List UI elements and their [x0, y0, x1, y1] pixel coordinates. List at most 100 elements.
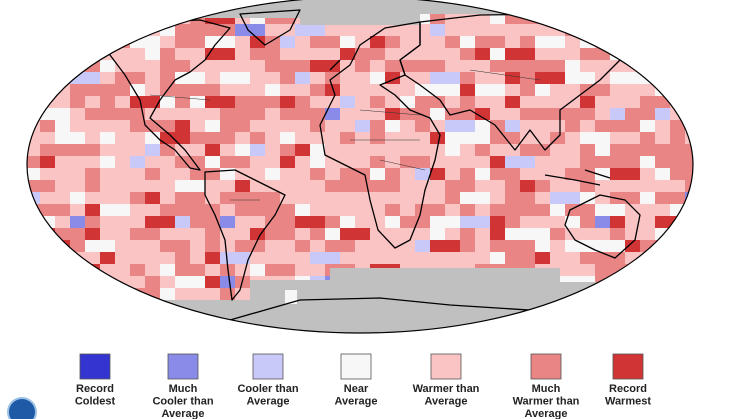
- islands: [329, 59, 671, 266]
- map-cell: [340, 132, 355, 144]
- map-cell: [385, 120, 400, 132]
- map-cell: [55, 252, 70, 264]
- map-cell: [580, 192, 595, 204]
- map-cell: [70, 48, 100, 60]
- legend-label: Warmest: [605, 396, 651, 408]
- map-cell: [475, 108, 490, 120]
- map-cell: [85, 180, 100, 192]
- map-cell: [640, 240, 670, 252]
- map-cell: [340, 96, 355, 108]
- map-cell: [235, 204, 250, 216]
- map-cell: [27, 36, 55, 48]
- map-cell: [27, 84, 40, 96]
- map-cell: [160, 264, 175, 276]
- map-cell: [190, 36, 205, 48]
- map-cell: [130, 84, 145, 96]
- map-cell: [325, 108, 340, 120]
- map-cell: [490, 228, 505, 240]
- legend-swatch: [530, 353, 562, 380]
- map-cell: [70, 228, 85, 240]
- map-cell: [475, 36, 505, 48]
- australia: [564, 194, 641, 259]
- map-cell: [27, 264, 40, 276]
- map-cell: [175, 276, 205, 288]
- map-cell: [430, 108, 445, 120]
- north-america: [94, 19, 231, 171]
- map-cell: [190, 264, 205, 276]
- borders: [149, 69, 541, 201]
- map-cell: [250, 36, 265, 48]
- map-cell: [340, 180, 370, 192]
- map-cell: [685, 192, 693, 204]
- map-cell: [40, 156, 55, 168]
- map-cell: [685, 144, 693, 156]
- map-cell: [160, 288, 175, 300]
- map-cell: [460, 48, 475, 60]
- map-cell: [475, 120, 490, 132]
- map-cell: [550, 228, 565, 240]
- legend-swatch: [430, 353, 462, 380]
- legend-label: Cooler than: [152, 396, 213, 408]
- map-cell: [670, 132, 685, 144]
- map-cell: [100, 288, 115, 300]
- map-cell: [205, 156, 220, 168]
- map-cell: [235, 24, 265, 36]
- map-cell: [130, 264, 145, 276]
- map-cell: [625, 120, 640, 132]
- map-cell: [235, 108, 265, 120]
- map-cell: [565, 108, 580, 120]
- map-cell: [445, 84, 460, 96]
- map-cell: [610, 288, 640, 300]
- map-cell: [310, 60, 340, 72]
- map-cell: [205, 0, 220, 12]
- map-cell: [295, 72, 310, 84]
- map-cell: [460, 228, 475, 240]
- map-cell: [520, 108, 550, 120]
- map-cell: [40, 24, 55, 36]
- map-cell: [640, 264, 655, 276]
- map-cell: [295, 216, 310, 228]
- map-cell: [685, 180, 693, 192]
- map-cell: [205, 132, 235, 144]
- map-cell: [565, 60, 580, 72]
- map-cell: [27, 168, 40, 180]
- map-cell: [27, 72, 40, 84]
- map-cell: [565, 216, 580, 228]
- map-cell: [175, 24, 190, 36]
- map-cell: [430, 228, 445, 240]
- map-cell: [175, 264, 190, 276]
- map-cell: [205, 36, 220, 48]
- map-cell: [610, 228, 625, 240]
- map-cell: [325, 240, 355, 252]
- map-cell: [400, 156, 430, 168]
- map-cell: [655, 36, 685, 48]
- map-cell: [610, 72, 640, 84]
- map-cell: [550, 0, 580, 12]
- legend-label: Coldest: [75, 396, 116, 408]
- map-cell: [220, 216, 235, 228]
- map-cell: [265, 84, 280, 96]
- map-cell: [55, 12, 85, 24]
- map-cell: [340, 216, 355, 228]
- map-cell: [505, 228, 520, 240]
- map-cell: [160, 48, 175, 60]
- map-cell: [280, 144, 295, 156]
- map-cell: [445, 216, 460, 228]
- map-cell: [610, 120, 625, 132]
- map-cell: [40, 144, 55, 156]
- map-cell: [220, 108, 235, 120]
- map-cell: [205, 48, 235, 60]
- map-cell: [670, 60, 685, 72]
- map-cell: [40, 264, 70, 276]
- map-cell: [670, 0, 685, 12]
- map-cell: [115, 24, 130, 36]
- map-cell: [670, 240, 693, 252]
- map-cell: [580, 168, 595, 180]
- map-cell: [100, 60, 115, 72]
- map-cell: [220, 276, 235, 288]
- map-cell: [175, 180, 190, 192]
- map-cell: [115, 204, 130, 216]
- map-cell: [295, 24, 325, 36]
- map-cell: [160, 216, 175, 228]
- map-cell: [145, 48, 160, 60]
